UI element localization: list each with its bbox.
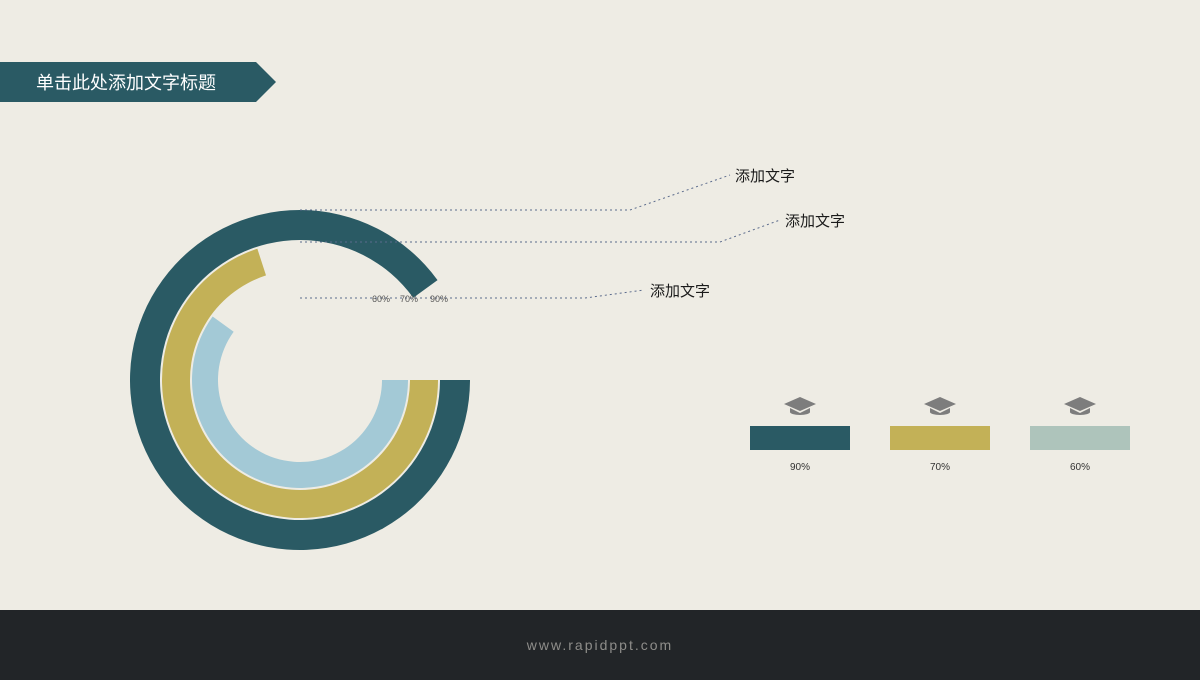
slide: 单击此处添加文字标题 添加文字 添加文字 添加文字 60% 70% 90% 90…	[0, 0, 1200, 680]
inline-pct-0: 60%	[372, 294, 390, 304]
legend-value-1: 70%	[885, 462, 995, 473]
callout-label-2: 添加文字	[650, 280, 710, 301]
footer-bar: www.rapidppt.com	[0, 610, 1200, 680]
callout-line	[300, 175, 730, 210]
callout-label-0: 添加文字	[735, 165, 795, 186]
legend-swatch-1	[890, 426, 990, 450]
legend-item-1: 70%	[885, 395, 995, 473]
radial-chart	[0, 0, 1200, 560]
legend-value-2: 60%	[1025, 462, 1135, 473]
legend-value-0: 90%	[745, 462, 855, 473]
inline-pct-1: 70%	[400, 294, 418, 304]
legend-swatch-0	[750, 426, 850, 450]
graduation-cap-icon	[1062, 395, 1098, 417]
inline-pct-2: 90%	[430, 294, 448, 304]
footer-text: www.rapidppt.com	[527, 637, 673, 653]
legend-item-2: 60%	[1025, 395, 1135, 473]
callout-label-1: 添加文字	[785, 210, 845, 231]
legend-swatch-2	[1030, 426, 1130, 450]
graduation-cap-icon	[922, 395, 958, 417]
legend-item-0: 90%	[745, 395, 855, 473]
graduation-cap-icon	[782, 395, 818, 417]
callout-line	[300, 290, 644, 298]
